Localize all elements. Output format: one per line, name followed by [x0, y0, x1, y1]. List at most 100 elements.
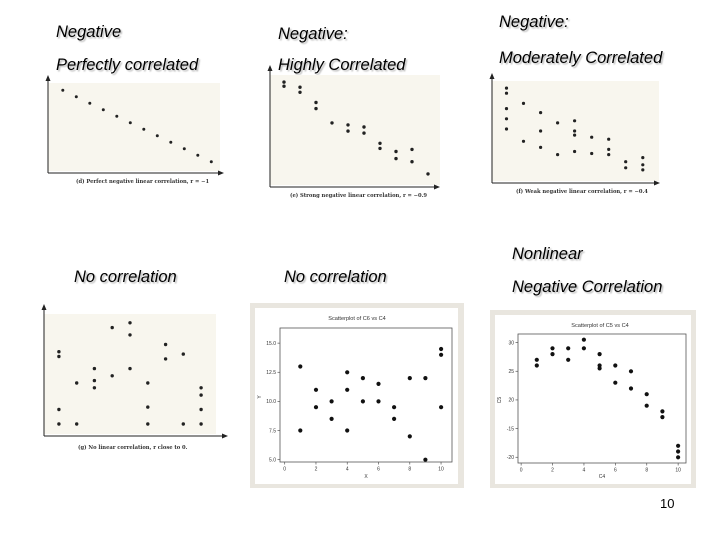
data-point: [597, 366, 602, 371]
data-point: [376, 381, 381, 386]
data-point: [407, 376, 412, 381]
plot-area: [517, 333, 687, 464]
data-point: [539, 111, 543, 115]
data-point: [110, 325, 114, 330]
y-tick-label: 25: [508, 369, 514, 375]
data-point: [521, 101, 526, 105]
y-tick-label: 30: [508, 340, 514, 346]
data-point: [362, 125, 366, 129]
data-point: [534, 357, 539, 362]
data-point: [182, 147, 186, 151]
data-point: [345, 387, 350, 392]
data-point: [676, 449, 681, 454]
data-point: [314, 106, 318, 111]
data-point: [163, 342, 168, 347]
data-point: [282, 84, 286, 88]
data-point: [439, 405, 444, 410]
data-point: [628, 386, 634, 391]
data-point: [128, 366, 132, 371]
data-point: [566, 346, 571, 351]
chart-weak-negative-svg: (f) Weak negative linear correlation, r …: [489, 73, 660, 195]
y-axis-arrow-icon: [267, 65, 273, 71]
data-point: [641, 156, 645, 160]
data-point: [196, 153, 200, 157]
data-point: [298, 85, 302, 89]
data-points: [57, 321, 203, 426]
panel3-label-line2: Moderately Correlated: [499, 49, 663, 67]
data-point: [556, 153, 560, 157]
data-point: [75, 381, 79, 385]
data-point: [146, 422, 150, 426]
x-tick-label: 4: [583, 468, 586, 474]
y-tick-label: -20: [507, 455, 514, 461]
data-point: [644, 403, 649, 408]
data-point: [439, 346, 444, 352]
data-point: [426, 172, 430, 176]
data-point: [613, 380, 618, 385]
x-axis-arrow-icon: [654, 180, 660, 186]
data-point: [573, 149, 577, 154]
data-point: [146, 405, 150, 409]
y-tick-label: 12.5: [266, 370, 276, 376]
data-point: [346, 123, 350, 127]
data-point: [313, 387, 319, 392]
data-point: [407, 434, 412, 439]
data-point: [613, 363, 618, 368]
x-tick-labels: 0 2 4 6 8 10: [520, 463, 681, 474]
data-point: [597, 352, 602, 357]
chart-weak-negative: (f) Weak negative linear correlation, r …: [488, 73, 663, 197]
panel1-label-line2: Perfectly correlated: [56, 56, 199, 74]
y-tick-label: 7.5: [269, 428, 276, 434]
data-point: [128, 321, 132, 325]
y-tick-labels: -20 -15 20 25 30: [507, 340, 518, 461]
data-point: [644, 392, 649, 397]
data-point: [101, 108, 105, 112]
x-tick-label: 10: [438, 467, 444, 473]
data-point: [641, 168, 645, 172]
chart-strong-negative-svg: (e) Strong negative linear correlation, …: [267, 65, 440, 199]
data-point: [410, 160, 414, 164]
data-point: [57, 407, 61, 412]
data-point: [115, 114, 119, 118]
data-point: [607, 153, 611, 157]
data-point: [199, 422, 203, 426]
data-point: [624, 160, 628, 164]
chart-perfect-negative-svg: (d) Perfect negative linear correlation,…: [45, 75, 224, 185]
data-point: [128, 121, 132, 125]
data-point: [163, 357, 168, 361]
data-point: [607, 147, 611, 151]
panel6-label-line1: Nonlinear: [512, 245, 583, 263]
x-tick-label: 2: [315, 467, 318, 473]
y-tick-label: 15.0: [266, 341, 276, 347]
data-point: [75, 422, 79, 426]
data-point: [181, 352, 185, 356]
panel3-label-line1: Negative:: [499, 13, 569, 31]
data-point: [314, 100, 318, 105]
data-point: [199, 386, 203, 390]
data-point: [298, 364, 303, 369]
data-point: [628, 369, 634, 374]
data-point: [590, 151, 594, 156]
data-point: [376, 399, 381, 404]
data-point: [573, 129, 577, 133]
data-point: [392, 416, 397, 421]
data-point: [556, 121, 560, 125]
chart-title: Scatterplot of C6 vs C4: [328, 316, 386, 322]
data-point: [61, 88, 65, 92]
data-point: [181, 422, 185, 426]
chart-strong-negative: (e) Strong negative linear correlation, …: [262, 65, 442, 201]
chart-caption: (e) Strong negative linear correlation, …: [290, 192, 427, 199]
data-point: [298, 90, 302, 94]
y-tick-label: -15: [507, 426, 514, 432]
data-point: [345, 370, 350, 375]
y-tick-labels: 5.0 7.5 10.0 12.5 15.0: [266, 341, 280, 463]
data-point: [360, 376, 365, 381]
x-tick-label: 0: [520, 468, 523, 474]
x-tick-labels: 0 2 4 6 8 10: [283, 462, 444, 473]
data-point: [394, 149, 398, 154]
chart-no-correlation-2: Scatterplot of C6 vs C4 0 2 4 6 8 10 5.0 7.5 10…: [250, 303, 464, 488]
x-axis-label: X: [364, 474, 368, 480]
y-tick-label: 5.0: [269, 457, 276, 463]
panel2-label-line2: Highly Correlated: [278, 56, 406, 74]
y-tick-label: 10.0: [266, 399, 276, 405]
